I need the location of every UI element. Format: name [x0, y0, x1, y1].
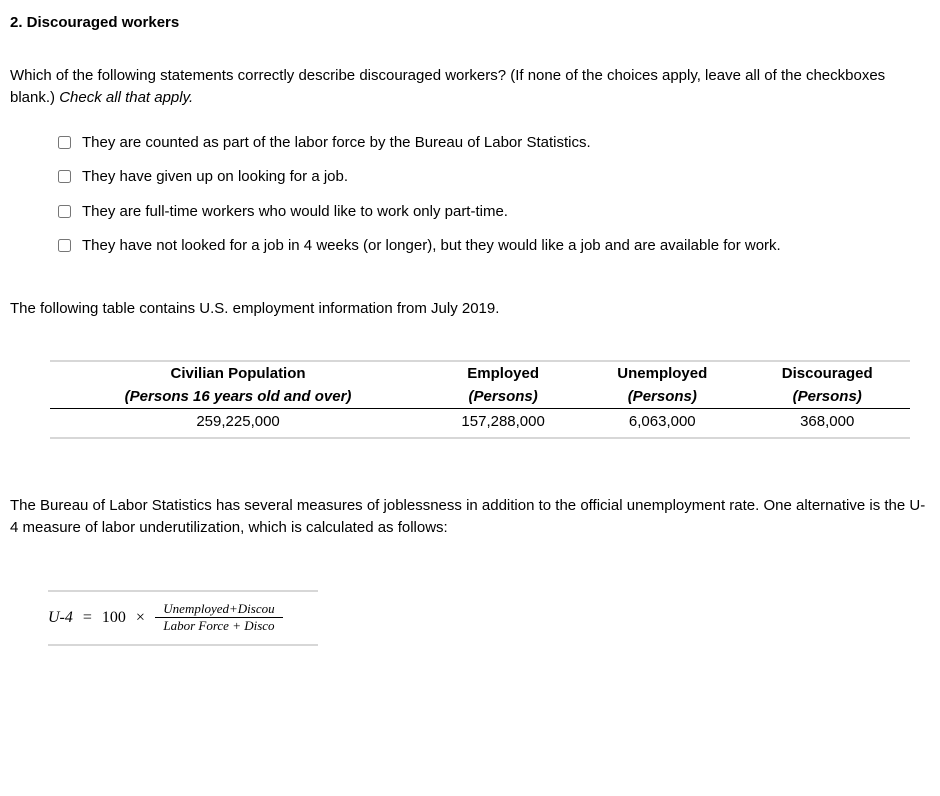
formula-block: U-4 = 100 × Unemployed+Discou Labor Forc… [48, 590, 930, 647]
choice-label: They have given up on looking for a job. [82, 166, 930, 189]
col-sub-discouraged: (Persons) [744, 386, 910, 409]
prompt-instruction: Check all that apply. [59, 89, 193, 106]
choices-list: They are counted as part of the labor fo… [54, 132, 930, 258]
choice-checkbox-4[interactable] [58, 239, 71, 252]
col-header-discouraged: Discouraged [744, 363, 910, 386]
formula-fraction: Unemployed+Discou Labor Force + Disco [155, 602, 283, 635]
table-intro-text: The following table contains U.S. employ… [10, 298, 930, 321]
question-prompt: Which of the following statements correc… [10, 65, 930, 110]
formula-times: × [136, 606, 145, 630]
employment-table-wrap: Civilian Population Employed Unemployed … [50, 360, 930, 439]
formula-numerator: Unemployed+Discou [163, 602, 274, 617]
col-header-civilian: Civilian Population [50, 363, 426, 386]
formula-bottom-rule [48, 644, 318, 646]
u4-formula: U-4 = 100 × Unemployed+Discou Labor Forc… [48, 602, 930, 635]
col-sub-civilian: (Persons 16 years old and over) [50, 386, 426, 409]
cell-civilian: 259,225,000 [50, 409, 426, 436]
col-sub-unemployed: (Persons) [580, 386, 744, 409]
choice-item: They are counted as part of the labor fo… [54, 132, 930, 155]
cell-employed: 157,288,000 [426, 409, 580, 436]
formula-lhs: U-4 [48, 606, 73, 630]
cell-discouraged: 368,000 [744, 409, 910, 436]
formula-hundred: 100 [102, 606, 126, 630]
col-header-employed: Employed [426, 363, 580, 386]
question-title: 2. Discouraged workers [10, 12, 930, 35]
formula-denominator: Labor Force + Disco [163, 619, 274, 634]
choice-item: They have given up on looking for a job. [54, 166, 930, 189]
choice-item: They have not looked for a job in 4 week… [54, 235, 930, 258]
formula-top-rule [48, 590, 318, 592]
employment-table: Civilian Population Employed Unemployed … [50, 360, 910, 439]
col-header-unemployed: Unemployed [580, 363, 744, 386]
cell-unemployed: 6,063,000 [580, 409, 744, 436]
choice-label: They have not looked for a job in 4 week… [82, 235, 930, 258]
choice-item: They are full-time workers who would lik… [54, 201, 930, 224]
col-sub-employed: (Persons) [426, 386, 580, 409]
formula-explain-text: The Bureau of Labor Statistics has sever… [10, 495, 930, 540]
formula-equals: = [83, 606, 92, 630]
choice-checkbox-2[interactable] [58, 170, 71, 183]
choice-checkbox-1[interactable] [58, 136, 71, 149]
choice-label: They are counted as part of the labor fo… [82, 132, 930, 155]
choice-checkbox-3[interactable] [58, 205, 71, 218]
choice-label: They are full-time workers who would lik… [82, 201, 930, 224]
